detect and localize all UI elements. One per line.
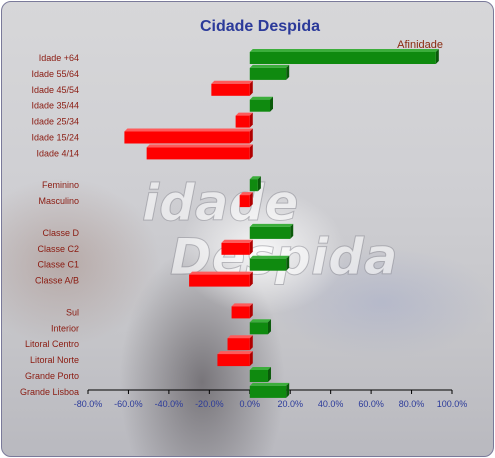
x-tick-label: 0.0% xyxy=(240,399,261,409)
bar-top-face xyxy=(217,351,253,355)
bar-top-face xyxy=(235,112,253,116)
category-label: Idade 55/64 xyxy=(31,69,79,79)
category-label: Sul xyxy=(66,307,79,317)
bar-top-face xyxy=(249,49,439,52)
x-axis: -80.0% -60.0% -40.0% -20.0% 0.0% 20.0% 40.0% 60… xyxy=(74,389,468,409)
category-label: Classe D xyxy=(42,228,79,238)
bar xyxy=(249,322,268,335)
bar xyxy=(239,195,250,208)
x-tick-label: 40.0% xyxy=(318,399,344,409)
bar-side-face xyxy=(249,351,253,367)
bar-top-face xyxy=(231,303,253,307)
x-tick-label: 80.0% xyxy=(399,399,425,409)
category-label: Idade 35/44 xyxy=(31,101,79,111)
bar-top-face xyxy=(249,176,261,180)
bar xyxy=(249,385,287,398)
category-label: Idade 25/34 xyxy=(31,117,79,127)
bar-top-face xyxy=(146,144,253,148)
x-tick-label: -20.0% xyxy=(195,399,224,409)
bar-top-face xyxy=(189,271,253,275)
watermark-line1: idade xyxy=(142,174,298,232)
bar xyxy=(235,115,250,128)
bar-side-face xyxy=(286,255,290,271)
bar-side-face xyxy=(286,382,290,398)
bar-side-face xyxy=(290,223,294,239)
bar xyxy=(124,131,250,144)
bars xyxy=(124,49,439,398)
bar-side-face xyxy=(249,128,253,144)
category-label: Masculino xyxy=(38,196,79,206)
x-tick-label: -40.0% xyxy=(155,399,184,409)
category-label: Litoral Norte xyxy=(30,355,79,365)
bar xyxy=(249,52,436,64)
bar-top-face xyxy=(249,64,290,68)
bar-top-face xyxy=(221,239,253,243)
bar xyxy=(146,147,250,160)
bar-top-face xyxy=(211,80,253,84)
bar xyxy=(249,258,287,271)
category-label: Litoral Centro xyxy=(25,339,79,349)
bar-side-face xyxy=(435,49,439,64)
bar-top-face xyxy=(249,223,294,227)
category-label: Classe A/B xyxy=(35,276,79,286)
bar xyxy=(217,354,250,367)
category-labels: Idade +64 Idade 55/64 Idade 45/54 Idade 35/… xyxy=(20,53,80,397)
bar-side-face xyxy=(249,303,253,319)
bar xyxy=(249,370,268,382)
bar-side-face xyxy=(286,64,290,80)
bar-top-face xyxy=(249,319,271,323)
bar xyxy=(249,67,287,80)
category-label: Grande Porto xyxy=(25,371,79,381)
bar xyxy=(189,274,250,287)
bar-side-face xyxy=(249,144,253,160)
category-label: Interior xyxy=(51,323,79,333)
bar-top-face xyxy=(124,128,253,132)
bar-side-face xyxy=(270,96,273,112)
category-label: Grande Lisboa xyxy=(20,387,79,397)
x-tick-label: 60.0% xyxy=(358,399,384,409)
bar-top-face xyxy=(249,382,290,386)
bar-side-face xyxy=(257,176,261,192)
bar xyxy=(227,338,250,351)
bar-side-face xyxy=(249,271,253,287)
category-label: Idade 4/14 xyxy=(36,148,79,158)
category-label: Idade +64 xyxy=(39,53,79,63)
bar xyxy=(221,242,250,255)
category-label: Classe C1 xyxy=(37,260,79,270)
category-label: Idade 45/54 xyxy=(31,85,79,95)
x-tick-label: 20.0% xyxy=(277,399,303,409)
x-tick-label: -80.0% xyxy=(74,399,103,409)
x-tick-label: 100.0% xyxy=(437,399,468,409)
bar xyxy=(211,83,250,96)
bar-top-face xyxy=(239,192,253,196)
x-tick-label: -60.0% xyxy=(114,399,143,409)
chart-title: Cidade Despida xyxy=(200,18,320,35)
bar-top-face xyxy=(227,335,253,339)
category-label: Feminino xyxy=(42,180,79,190)
bar-side-face xyxy=(249,112,253,128)
category-label: Idade 15/24 xyxy=(31,133,79,143)
category-label: Classe C2 xyxy=(37,244,79,254)
bar xyxy=(231,306,250,319)
bar-top-face xyxy=(249,367,271,370)
bar-side-face xyxy=(249,192,253,208)
bar xyxy=(249,179,258,192)
bar-side-face xyxy=(267,319,271,335)
bar-side-face xyxy=(249,239,253,255)
bar-side-face xyxy=(249,335,253,351)
bar-side-face xyxy=(267,367,271,382)
bar-top-face xyxy=(249,96,273,100)
legend-label: Afinidade xyxy=(397,39,443,51)
bar-top-face xyxy=(249,255,290,259)
bar-side-face xyxy=(249,80,253,96)
bar xyxy=(249,226,291,239)
bar xyxy=(249,99,270,112)
